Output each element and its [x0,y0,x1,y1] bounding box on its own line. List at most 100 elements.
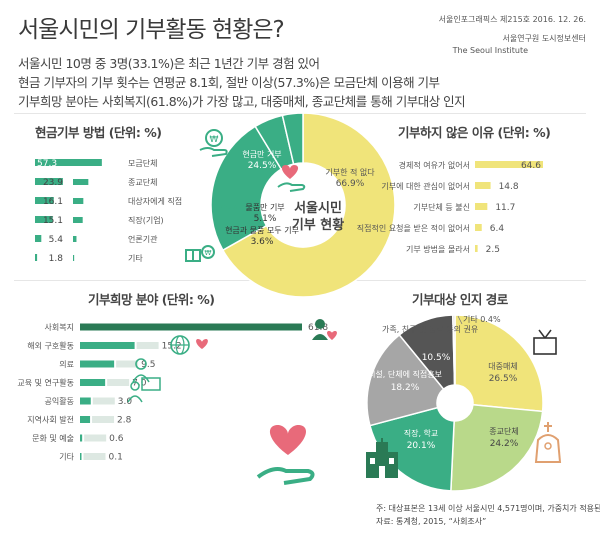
bar [475,203,488,210]
bar-value-label: 1.8 [49,254,64,264]
page-title: 서울시민의 기부활동 현황은? [18,17,285,43]
bar-value-label: 0.1 [109,453,123,463]
category-label: 기부에 대한 관심이 없어서 [381,181,470,191]
slice-category-label: 대중매체 [488,361,517,371]
svg-text:₩: ₩ [205,249,212,257]
category-label: 기타 [128,254,143,263]
bar [475,182,491,189]
bar [80,416,91,423]
church-icon [534,422,562,463]
footnote-sample: 주: 대상표본은 13세 이상 서울시민 4,571명이며, 가중치가 적용된 … [376,504,600,513]
slice-value-label: 20.1% [407,441,436,451]
category-label: 기부 방법을 몰라서 [406,244,470,254]
globe-heart-icon [170,335,208,355]
category-label: 종교단체 [128,177,157,187]
issue-info: 서울인포그래픽스 제215호 2016. 12. 26. [438,15,586,24]
bar [80,434,83,442]
bar [35,178,63,185]
slice-category-label: 기부한 적 없다 [325,167,375,177]
bar [80,397,91,405]
slice-category-label: 현금과 물품 모두 기부 [225,226,299,235]
bar-value-label: 3.0 [118,397,133,407]
bar [35,159,102,166]
bar-extension [73,217,83,223]
bar-value-label: 23.9 [43,178,63,188]
bar-track [107,379,130,386]
callout-line [457,315,463,325]
bar-value-label: 14.8 [499,182,519,192]
slice-value-label: 10.5% [422,353,451,363]
bar [80,379,106,386]
tv-icon [533,329,557,355]
bar [35,197,54,204]
bar-value-label: 0.6 [109,434,124,444]
bar-value-label: 5.4 [49,235,64,245]
bar-track [92,416,115,423]
bar-value-label: 16.1 [43,197,63,207]
gift-coin-icon: ₩ [185,245,215,262]
donut-center-line-1: 서울시민 [294,201,342,216]
intro-line-2: 현금 기부자의 기부 횟수는 연평균 8.1회, 절반 이상(57.3%)은 모… [18,75,440,90]
slice-value-label: 66.9% [336,179,365,189]
wish-fields-title: 기부희망 분야 (단위: %) [88,292,215,307]
bar [80,323,302,331]
donut-slice [452,314,456,386]
school-building-icon [366,438,398,478]
bar [35,235,42,242]
bar [475,161,543,168]
intro-line-3: 기부희망 분야는 사회복지(61.8%)가 가장 많고, 대중매체, 종교단체를… [18,94,466,109]
heart-hand-icon [277,165,306,192]
donut-center-line-2: 기부 현황 [291,218,345,233]
category-label: 대상자에게 직접 [128,196,182,206]
bar-value-label: 2.5 [486,245,500,255]
bar-track [92,397,115,405]
category-label: 직장(기업) [128,215,164,225]
slice-value-label: 18.2% [391,383,420,393]
gift-icon [218,205,240,224]
donut-slice [281,112,304,165]
bar [475,224,482,231]
category-label: 언론기관 [128,234,158,244]
bar-value-label: 7.0 [132,379,147,389]
cash-methods-chart: 57.3 모금단체 23.9 종교단체 16.1 대상자에게 직접 15.1 직장(기업) 5.… [35,158,182,264]
slice-value-label: 26.5% [489,374,518,384]
slice-value-label: 24.2% [490,439,519,449]
category-label: 기타 [59,453,74,462]
category-label: 경제적 여유가 없어서 [399,160,470,170]
bar [80,360,115,368]
slice-value-label: 5.1% [254,214,277,224]
person-heart-icon [312,319,337,340]
bar [35,254,38,261]
teacher-icon [127,377,161,403]
slice-category-label: 가족, 친구 및 동료 등의 권유 [382,324,478,334]
category-label: 기부단체 등 불신 [413,202,470,212]
slice-category-label: 직장, 학교 [404,428,439,438]
slice-category-label: 현금만 기부 [242,150,281,159]
bar [80,342,135,349]
bar-value-label: 57.3 [37,159,57,169]
institute-english: The Seoul Institute [452,46,528,55]
category-label: 사회복지 [45,323,74,332]
slice-category-label: 종교단체 [489,426,518,436]
category-label: 교육 및 연구활동 [17,378,74,388]
heart-hand-large-icon [256,425,315,485]
bar-extension [73,236,77,242]
awareness-paths-donut: 대중매체 26.5% 종교단체 24.2% 직장, 학교 20.1% 시설, 단체에 직접홍… [366,314,544,492]
donut-slice [221,112,396,298]
no-donation-reasons-chart: 경제적 여유가 없어서 64.6 기부에 대한 관심이 없어서 14.8 기부단체 등 … [357,160,543,255]
bar-value-label: 11.7 [495,203,515,213]
slice-value-label: 3.6% [251,237,274,247]
category-label: 모금단체 [128,158,157,168]
bar-track [83,453,106,460]
donut-slice [369,406,455,492]
doctor-icon [132,358,150,383]
category-label: 직접적인 요청을 받은 적이 없어서 [357,223,470,233]
cash-methods-title: 현금기부 방법 (단위: %) [35,125,162,140]
donut-center-label: 서울시민 기부 현황 [288,200,348,234]
reasons-title: 기부하지 않은 이유 (단위: %) [398,125,551,140]
bar [80,453,82,460]
institute-korean: 서울연구원 도시정보센터 [502,34,586,43]
donut-slice [454,314,544,413]
slice-value-label: 24.5% [248,161,277,171]
category-label: 문화 및 예술 [32,433,74,443]
